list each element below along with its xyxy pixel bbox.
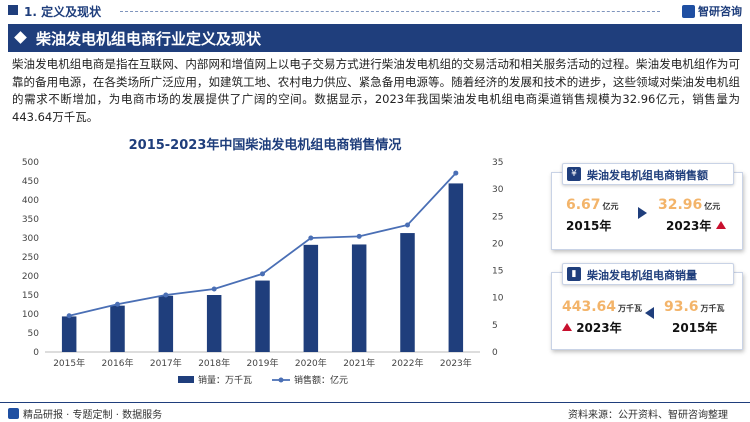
line-point — [211, 286, 217, 292]
money-icon: ¥ — [567, 167, 581, 181]
line-point — [405, 222, 410, 228]
intro-paragraph: 柴油发电机组电商是指在互联网、内部网和增值网上以电子交易方式进行柴油发电机组的交… — [12, 57, 740, 124]
y-left-tick-label: 200 — [22, 272, 39, 282]
y-right-tick-label: 25 — [492, 212, 503, 222]
brand: 智研咨询 — [682, 3, 742, 19]
sales-to-number: 32.96 — [658, 197, 703, 213]
x-tick-label: 2022年 — [392, 357, 424, 369]
y-left-tick-label: 400 — [22, 196, 39, 206]
brand-name: 智研咨询 — [698, 5, 742, 18]
arrow-right-icon — [638, 207, 647, 219]
bar — [303, 244, 319, 352]
x-tick-label: 2016年 — [102, 357, 134, 369]
y-left-tick-label: 150 — [22, 291, 39, 301]
y-right-tick-label: 20 — [492, 239, 504, 249]
volume-from-year-wrap: 2023年 — [562, 319, 622, 336]
volume-from-year: 2023年 — [576, 321, 622, 335]
y-left-tick-label: 500 — [22, 158, 39, 168]
volume-card-header: ▮ 柴油发电机组电商销量 — [562, 263, 734, 285]
volume-from-number: 443.64 — [562, 299, 617, 315]
sales-to-year: 2023年 — [666, 219, 712, 233]
sales-from-number: 6.67 — [566, 197, 601, 213]
volume-card-title: 柴油发电机组电商销量 — [587, 269, 697, 282]
divider — [120, 11, 660, 12]
y-right-tick-label: 15 — [492, 267, 503, 277]
volume-to-year: 2015年 — [672, 321, 718, 335]
bar — [400, 233, 415, 352]
bar — [255, 280, 270, 352]
chart-title: 2015-2023年中国柴油发电机组电商销售情况 — [128, 138, 402, 153]
line-point — [356, 233, 362, 239]
y-right-tick-label: 10 — [492, 294, 504, 304]
y-left-tick-label: 300 — [22, 234, 39, 244]
footer-source: 资料来源：公开资料、智研咨询整理 — [568, 410, 728, 421]
volume-to-value: 93.6 万千瓦 — [664, 299, 725, 315]
title-banner: 柴油发电机组电商行业定义及现状 — [8, 24, 742, 52]
brand-logo-icon — [682, 4, 695, 18]
sales-card-title: 柴油发电机组电商销售额 — [587, 169, 708, 182]
x-tick-label: 2018年 — [198, 357, 230, 369]
volume-to-unit: 万千瓦 — [700, 304, 725, 313]
bar — [448, 183, 464, 352]
y-left-tick-label: 250 — [22, 253, 39, 263]
x-tick-label: 2015年 — [53, 357, 85, 369]
legend-line-marker — [278, 377, 284, 383]
y-left-tick-label: 350 — [22, 215, 39, 225]
x-tick-label: 2023年 — [440, 357, 472, 369]
y-left-tick-label: 50 — [28, 329, 40, 339]
legend-bar-label: 销量：万千瓦 — [198, 374, 252, 386]
y-left-tick-label: 0 — [33, 348, 39, 358]
x-tick-label: 2017年 — [150, 357, 182, 369]
y-right-tick-label: 5 — [492, 321, 498, 331]
footer-slogan: 精品研报 · 专题定制 · 数据服务 — [23, 410, 163, 421]
volume-from-unit: 万千瓦 — [618, 304, 643, 313]
bar — [158, 295, 174, 352]
up-arrow-icon — [715, 221, 726, 229]
footer-logo-icon — [8, 408, 19, 419]
combo-chart: 0 50 100 150 200 250 300 350 400 450 500 0 5 10 15 20 25… — [22, 158, 504, 386]
bar — [110, 305, 125, 352]
y-left-tick-label: 100 — [22, 310, 39, 320]
line-point — [163, 292, 169, 298]
volume-from-value: 443.64 万千瓦 — [562, 299, 642, 315]
y-right-tick-label: 35 — [492, 158, 503, 168]
footer-left: 精品研报 · 专题定制 · 数据服务 — [8, 406, 162, 421]
legend-line-label: 销售额：亿元 — [294, 374, 348, 386]
sales-from-unit: 亿元 — [602, 202, 619, 211]
bar — [351, 244, 367, 352]
x-tick-label: 2020年 — [295, 357, 327, 369]
section-title: 1. 定义及现状 — [24, 5, 102, 19]
volume-to-number: 93.6 — [664, 299, 699, 315]
y-right-tick-label: 0 — [492, 348, 498, 358]
bar — [61, 316, 77, 352]
line-point — [115, 301, 120, 307]
line-point — [308, 235, 314, 241]
line-point — [260, 271, 265, 277]
bar-chart-icon: ▮ — [567, 267, 581, 281]
section-marker — [8, 5, 18, 15]
top-bar: 1. 定义及现状 智研咨询 — [0, 0, 750, 22]
y-right-tick-label: 30 — [492, 185, 504, 195]
footer: 精品研报 · 专题定制 · 数据服务 资料来源：公开资料、智研咨询整理 — [0, 402, 750, 422]
sales-card: ¥ 柴油发电机组电商销售额 6.67 亿元 2015年 32.96 亿元 2023年 — [551, 163, 743, 250]
sales-to-unit: 亿元 — [704, 202, 721, 211]
x-tick-label: 2019年 — [247, 357, 279, 369]
line-point — [453, 170, 459, 176]
sales-from-value: 6.67 亿元 — [566, 197, 619, 213]
bar — [206, 295, 222, 352]
arrow-left-icon — [645, 307, 654, 319]
sales-from-year: 2015年 — [566, 219, 612, 233]
up-arrow-icon — [562, 323, 572, 331]
legend-bar-swatch — [178, 376, 194, 383]
page-title: 柴油发电机组电商行业定义及现状 — [36, 30, 262, 48]
y-left-tick-label: 450 — [22, 177, 39, 187]
diamond-icon — [14, 31, 27, 44]
sales-to-value: 32.96 亿元 — [658, 197, 720, 213]
volume-card: ▮ 柴油发电机组电商销量 443.64 万千瓦 2023年 93.6 万千瓦 201… — [551, 263, 743, 350]
sales-to-year-wrap: 2023年 — [666, 217, 726, 234]
sales-card-header: ¥ 柴油发电机组电商销售额 — [562, 163, 734, 185]
line-point — [66, 313, 72, 319]
x-tick-label: 2021年 — [343, 357, 375, 369]
